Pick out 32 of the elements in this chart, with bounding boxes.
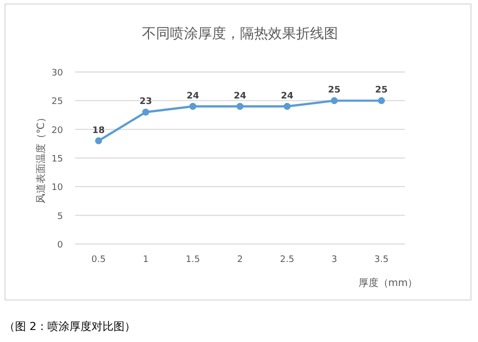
- x-tick-label: 3.5: [374, 255, 389, 265]
- x-tick-label: 2: [237, 255, 243, 265]
- y-tick-label: 25: [52, 97, 63, 108]
- point: [95, 137, 102, 144]
- y-tick-label: 30: [52, 68, 64, 78]
- point: [236, 102, 244, 110]
- data-label: 25: [328, 86, 341, 96]
- data-label: 18: [92, 126, 105, 136]
- x-tick-label: 2.5: [280, 255, 294, 265]
- point: [189, 102, 196, 110]
- data-label: 24: [234, 91, 246, 102]
- y-tick-label: 20: [52, 126, 64, 136]
- y-tick-label: 15: [52, 154, 63, 164]
- x-tick-label: 0.5: [91, 255, 106, 265]
- point: [284, 102, 291, 110]
- point: [330, 97, 338, 104]
- chart-title: 不同喷涂厚度，隔热效果折线图: [142, 26, 338, 42]
- text: （图 2：喷涂厚度对比图）: [4, 320, 136, 333]
- y-tick-label: 0: [57, 240, 64, 250]
- point: [142, 108, 150, 116]
- y-axis-title: 风道表面温度（℃）: [35, 112, 47, 204]
- x-axis-title: 厚度（mm）: [358, 277, 418, 289]
- y-tick-label: 10: [52, 183, 64, 194]
- data-label: 24: [186, 91, 200, 102]
- x-tick-label: 3: [331, 255, 338, 265]
- y-tick-label: 5: [57, 212, 63, 222]
- data-label: 24: [280, 91, 294, 102]
- x-tick-label: 1.5: [186, 255, 200, 265]
- point: [378, 97, 385, 104]
- data-label: 25: [375, 86, 388, 96]
- x-tick-label: 1: [142, 255, 149, 265]
- data-label: 23: [139, 97, 152, 108]
